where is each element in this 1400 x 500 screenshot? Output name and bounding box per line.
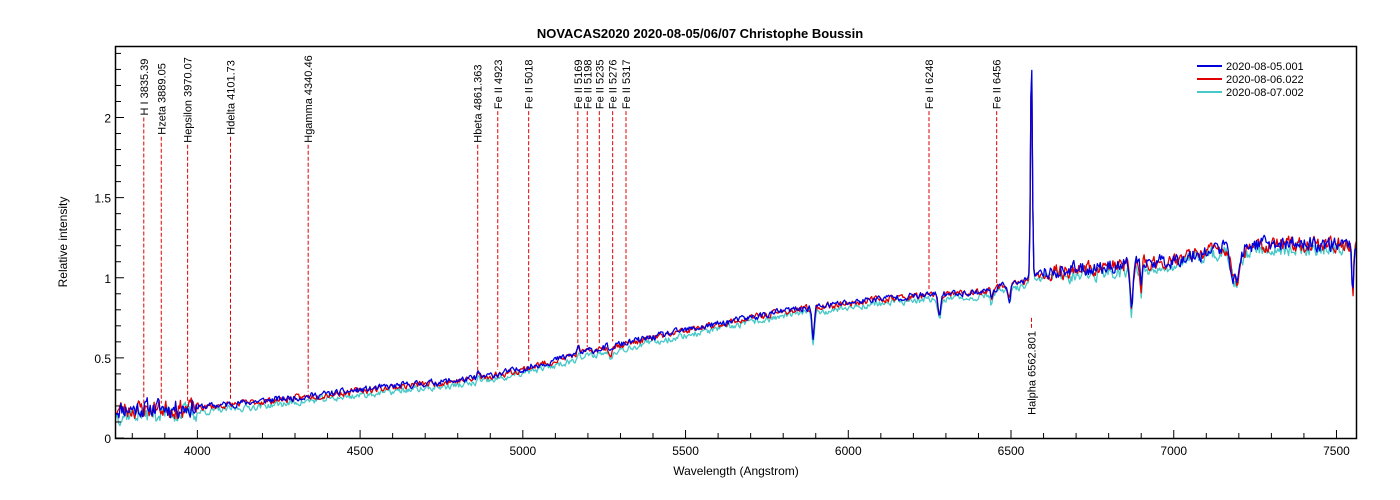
identified-line: Fe II 4923 (493, 60, 505, 370)
y-tick-label: 2 (104, 112, 111, 126)
identified-line: Hgamma 4340.46 (303, 55, 315, 392)
x-tick-label: 6000 (835, 444, 862, 458)
x-tick-label: 7000 (1160, 444, 1187, 458)
x-tick-label: 4500 (347, 444, 374, 458)
x-axis: 4000 4500 5000 5500 6000 6500 7000 7500 (131, 430, 1350, 458)
y-tick-label: 0.5 (94, 352, 111, 366)
identified-line-label: Fe II 5276 (608, 60, 620, 110)
identified-line-label: Fe II 5018 (524, 60, 536, 110)
identified-line-label: Fe II 5198 (582, 60, 594, 110)
identified-line: Fe II 5276 (608, 60, 620, 342)
legend-label: 2020-08-06.022 (1226, 74, 1304, 86)
series-line-2020-08-05.001 (115, 69, 1357, 419)
identified-line: Fe II 5018 (524, 60, 536, 363)
identified-line: Fe II 5317 (621, 60, 633, 339)
plot-frame (114, 45, 1358, 440)
identified-line-label: Fe II 5235 (594, 60, 606, 110)
y-axis: 0 0.5 1 1.5 2 (94, 52, 124, 446)
x-tick-label: 4000 (184, 444, 211, 458)
identified-line-label: H I 3835.39 (139, 59, 151, 116)
x-tick-label: 5000 (509, 444, 536, 458)
identified-line-label: Fe II 5317 (621, 60, 633, 110)
identified-line-label: Halpha 6562.801 (1026, 331, 1038, 415)
series-line-2020-08-06.022 (115, 75, 1357, 420)
identified-line: Fe II 5198 (582, 60, 594, 347)
x-axis-title: Wavelength (Angstrom) (673, 464, 799, 478)
identified-line: Fe II 6456 (992, 60, 1004, 284)
identified-line: Hdelta 4101.73 (225, 60, 237, 400)
identified-line: Halpha 6562.801 (1026, 317, 1038, 415)
identified-line: H I 3835.39 (139, 59, 151, 404)
y-tick-label: 0 (104, 432, 111, 446)
identified-lines: H I 3835.39 Hzeta 3889.05 Hepsilon 3970.07… (139, 55, 1039, 415)
identified-line-label: Hdelta 4101.73 (225, 60, 237, 135)
identified-line-label: Hbeta 4861.363 (473, 64, 485, 142)
identified-line: Hepsilon 3970.07 (183, 57, 195, 403)
identified-line-label: Fe II 6456 (992, 60, 1004, 110)
identified-line: Fe II 5169 (573, 60, 585, 350)
spectrum-series (115, 69, 1357, 427)
x-tick-label: 6500 (998, 444, 1025, 458)
y-tick-label: 1 (104, 272, 111, 286)
legend: 2020-08-05.0012020-08-06.0222020-08-07.0… (1197, 61, 1304, 99)
identified-line-label: Fe II 5169 (573, 60, 585, 110)
y-axis-title: Relative intensity (56, 197, 70, 288)
legend-label: 2020-08-07.002 (1226, 87, 1304, 99)
legend-item: 2020-08-07.002 (1197, 87, 1304, 99)
x-tick-label: 5500 (672, 444, 699, 458)
x-tick-label: 7500 (1323, 444, 1350, 458)
legend-item: 2020-08-05.001 (1197, 61, 1304, 73)
identified-line-label: Hepsilon 3970.07 (183, 57, 195, 143)
identified-line-label: Fe II 6248 (924, 60, 936, 110)
identified-line: Hzeta 3889.05 (156, 63, 168, 404)
series-line-2020-08-07.002 (115, 76, 1357, 427)
identified-line-label: Hzeta 3889.05 (156, 63, 168, 135)
identified-line: Fe II 6248 (924, 60, 936, 291)
legend-item: 2020-08-06.022 (1197, 74, 1304, 86)
identified-line-label: Fe II 4923 (493, 60, 505, 110)
identified-line: Fe II 5235 (594, 60, 606, 345)
identified-line: Hbeta 4861.363 (473, 64, 485, 374)
legend-label: 2020-08-05.001 (1226, 61, 1304, 73)
chart-title: NOVACAS2020 2020-08-05/06/07 Christophe … (537, 26, 863, 41)
y-tick-label: 1.5 (94, 192, 111, 206)
identified-line-label: Hgamma 4340.46 (303, 55, 315, 142)
